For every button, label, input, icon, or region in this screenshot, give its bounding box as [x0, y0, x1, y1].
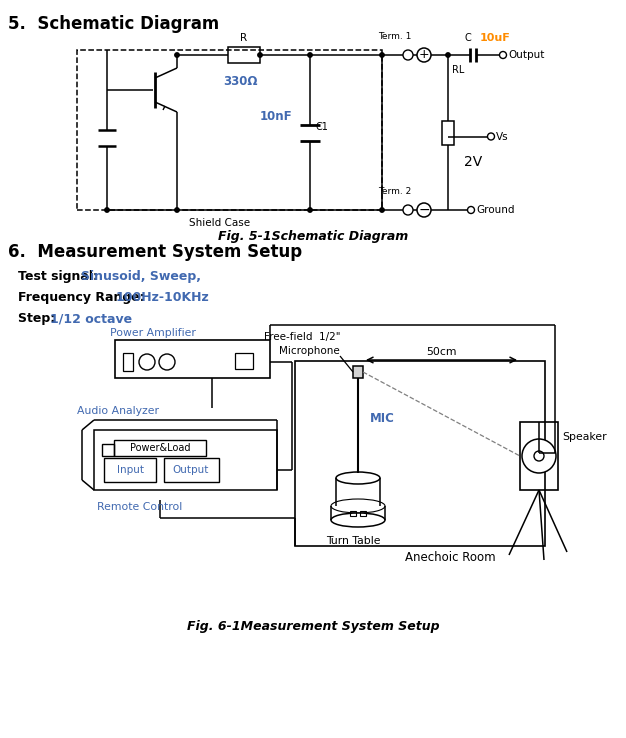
- Circle shape: [488, 133, 495, 140]
- Text: Frequency Range:: Frequency Range:: [18, 291, 145, 304]
- Text: 50cm: 50cm: [426, 347, 457, 357]
- Circle shape: [175, 208, 179, 213]
- Bar: [520, 422, 558, 490]
- Circle shape: [403, 50, 413, 60]
- Text: −: −: [418, 203, 430, 217]
- Bar: [104, 458, 156, 482]
- Text: Test signal:: Test signal:: [18, 270, 103, 283]
- Text: R: R: [240, 33, 247, 43]
- Bar: [350, 511, 356, 516]
- Text: 10uF: 10uF: [480, 33, 511, 43]
- Text: Power Amplifier: Power Amplifier: [110, 328, 196, 338]
- Bar: [115, 340, 270, 378]
- Ellipse shape: [336, 472, 380, 484]
- Text: Output: Output: [173, 465, 209, 475]
- Text: +: +: [419, 49, 429, 61]
- Text: Fig. 5-1Schematic Diagram: Fig. 5-1Schematic Diagram: [218, 230, 408, 243]
- Text: Fig. 6-1Measurement System Setup: Fig. 6-1Measurement System Setup: [187, 620, 439, 633]
- Text: C1: C1: [315, 123, 328, 133]
- Ellipse shape: [336, 500, 380, 512]
- Ellipse shape: [331, 499, 385, 513]
- Text: Anechoic Room: Anechoic Room: [404, 551, 495, 564]
- Bar: [114, 440, 206, 456]
- Circle shape: [139, 354, 155, 370]
- Circle shape: [105, 208, 109, 213]
- Circle shape: [380, 53, 384, 58]
- Bar: [353, 366, 363, 378]
- Bar: [295, 361, 545, 546]
- Bar: [123, 353, 133, 371]
- Text: Speaker: Speaker: [562, 432, 607, 442]
- Text: 1/12 octave: 1/12 octave: [50, 312, 132, 325]
- Circle shape: [403, 205, 413, 215]
- Circle shape: [308, 53, 312, 58]
- Circle shape: [534, 451, 544, 461]
- Circle shape: [522, 439, 556, 473]
- Ellipse shape: [331, 513, 385, 527]
- Circle shape: [380, 208, 384, 213]
- Circle shape: [446, 53, 450, 58]
- Circle shape: [417, 203, 431, 217]
- Bar: [360, 511, 366, 516]
- Text: Free-field  1/2": Free-field 1/2": [264, 332, 340, 342]
- Bar: [228, 47, 260, 63]
- Bar: [77, 50, 382, 210]
- Circle shape: [500, 52, 506, 58]
- Text: Audio Analyzer: Audio Analyzer: [77, 406, 159, 416]
- Circle shape: [159, 354, 175, 370]
- Circle shape: [175, 53, 179, 58]
- Text: Remote Control: Remote Control: [97, 502, 182, 512]
- Bar: [94, 430, 277, 490]
- Circle shape: [417, 48, 431, 62]
- Text: 6.  Measurement System Setup: 6. Measurement System Setup: [8, 243, 302, 261]
- Bar: [442, 120, 454, 145]
- Text: Output: Output: [508, 50, 545, 60]
- Text: Shield Case: Shield Case: [189, 218, 250, 228]
- Text: Power&Load: Power&Load: [130, 443, 190, 453]
- Text: Step:: Step:: [18, 312, 59, 325]
- Circle shape: [308, 208, 312, 213]
- Circle shape: [468, 207, 475, 213]
- Bar: [164, 458, 219, 482]
- Text: Microphone: Microphone: [279, 346, 340, 356]
- Text: Vs: Vs: [496, 131, 508, 142]
- Text: 5.  Schematic Diagram: 5. Schematic Diagram: [8, 15, 219, 33]
- Bar: [235, 353, 253, 369]
- Text: 100Hz-10KHz: 100Hz-10KHz: [116, 291, 210, 304]
- Text: Term. 1: Term. 1: [378, 32, 411, 41]
- Circle shape: [258, 53, 262, 58]
- Text: Term. 2: Term. 2: [378, 187, 411, 196]
- Text: Input: Input: [116, 465, 143, 475]
- Text: 10nF: 10nF: [260, 109, 292, 123]
- Bar: [102, 444, 114, 456]
- Text: Ground: Ground: [476, 205, 515, 215]
- Text: MIC: MIC: [370, 412, 395, 424]
- Text: 330Ω: 330Ω: [223, 75, 257, 88]
- Text: 2V: 2V: [464, 156, 482, 170]
- Text: RL: RL: [452, 65, 464, 75]
- Text: Sinusoid, Sweep,: Sinusoid, Sweep,: [81, 270, 201, 283]
- Text: C: C: [464, 33, 471, 43]
- Text: Turn Table: Turn Table: [326, 536, 380, 546]
